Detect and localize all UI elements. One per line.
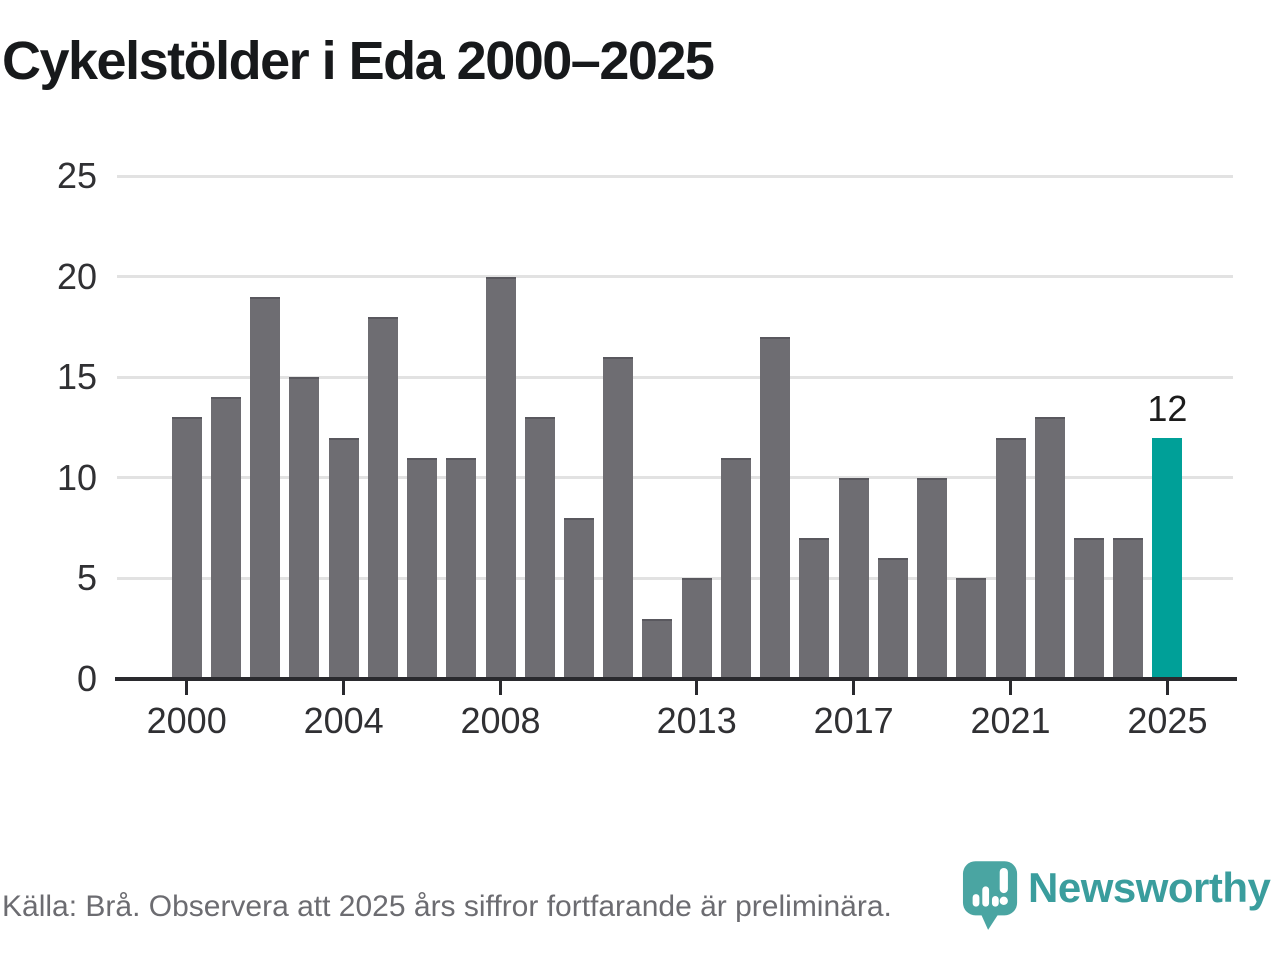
x-tick-2000 [185, 681, 189, 695]
y-tick-label-5: 5 [76, 557, 97, 599]
y-tick-label-20: 20 [56, 255, 97, 297]
y-tick-label-10: 10 [56, 456, 97, 498]
newsworthy-logo: Newsworthy [962, 858, 1271, 934]
newsworthy-wordmark: Newsworthy [1028, 864, 1271, 911]
y-tick-label-0: 0 [76, 658, 97, 699]
bar-2011 [603, 357, 634, 679]
x-tick-2017 [852, 681, 856, 695]
bar-2015 [760, 336, 791, 679]
bar-2013 [681, 578, 712, 679]
gridline-15 [117, 375, 1233, 379]
bar-2007 [446, 457, 477, 679]
y-tick-label-15: 15 [56, 356, 97, 398]
bar-2010 [564, 518, 594, 679]
newsworthy-logo-icon [962, 861, 1018, 930]
x-tick-label-2021: 2021 [970, 700, 1051, 741]
bar-2021 [995, 437, 1026, 679]
x-tick-2013 [695, 681, 699, 695]
logo-exclamation-dot [999, 896, 1008, 905]
x-tick-label-2025: 2025 [1127, 700, 1208, 741]
bar-2009 [524, 417, 555, 679]
bar-2003 [289, 377, 320, 679]
logo-exclamation-bar [999, 867, 1008, 894]
logo-mini-bar-2 [982, 886, 990, 907]
bar-2023 [1073, 538, 1104, 679]
x-tick-label-2008: 2008 [460, 700, 541, 741]
bar-2019 [917, 477, 948, 679]
bar-2024 [1113, 538, 1144, 679]
x-tick-label-2000: 2000 [146, 700, 227, 741]
bar-2012 [642, 618, 673, 679]
x-tick-label-2017: 2017 [813, 700, 894, 741]
gridline-5 [117, 576, 1233, 580]
bar-2017 [838, 477, 869, 679]
bar-2002 [250, 296, 281, 679]
bar-2014 [720, 457, 751, 679]
highlight-value-label: 12 [1147, 387, 1188, 429]
logo-mini-bar-1 [972, 894, 980, 907]
x-tick-label-2013: 2013 [656, 700, 737, 741]
bar-2016 [799, 538, 830, 679]
logo-mini-bar-3 [991, 896, 999, 907]
bar-2008 [485, 276, 516, 679]
gridline-20 [117, 275, 1233, 279]
bar-2004 [328, 437, 359, 679]
bar-2025 [1152, 437, 1183, 679]
x-tick-2025 [1165, 681, 1169, 695]
bar-2006 [407, 457, 438, 679]
gridline-10 [117, 476, 1233, 480]
bar-2018 [877, 558, 908, 679]
source-note: Källa: Brå. Observera att 2025 års siffr… [2, 890, 892, 923]
bar-2000 [171, 417, 202, 679]
bar-2005 [367, 316, 398, 679]
chart-title: Cykelstölder i Eda 2000–2025 [2, 31, 715, 91]
x-tick-2021 [1009, 681, 1013, 695]
gridline-25 [117, 174, 1233, 178]
x-tick-2008 [499, 681, 503, 695]
x-tick-label-2004: 2004 [303, 700, 384, 741]
bar-2020 [956, 578, 987, 679]
x-tick-2004 [342, 681, 346, 695]
x-axis-line [115, 677, 1237, 681]
y-tick-label-25: 25 [56, 155, 97, 196]
bar-2001 [210, 397, 241, 679]
bar-2022 [1034, 417, 1065, 679]
